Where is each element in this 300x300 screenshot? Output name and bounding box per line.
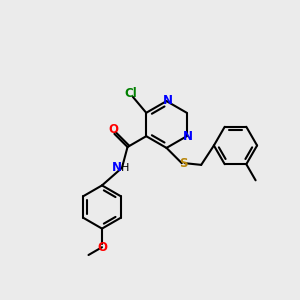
Text: O: O [108,123,118,136]
Text: N: N [183,130,193,143]
Text: S: S [179,157,187,170]
Text: N: N [112,161,122,174]
Text: Cl: Cl [125,87,138,100]
Text: O: O [97,241,107,254]
Text: H: H [121,163,129,173]
Text: N: N [162,94,172,107]
